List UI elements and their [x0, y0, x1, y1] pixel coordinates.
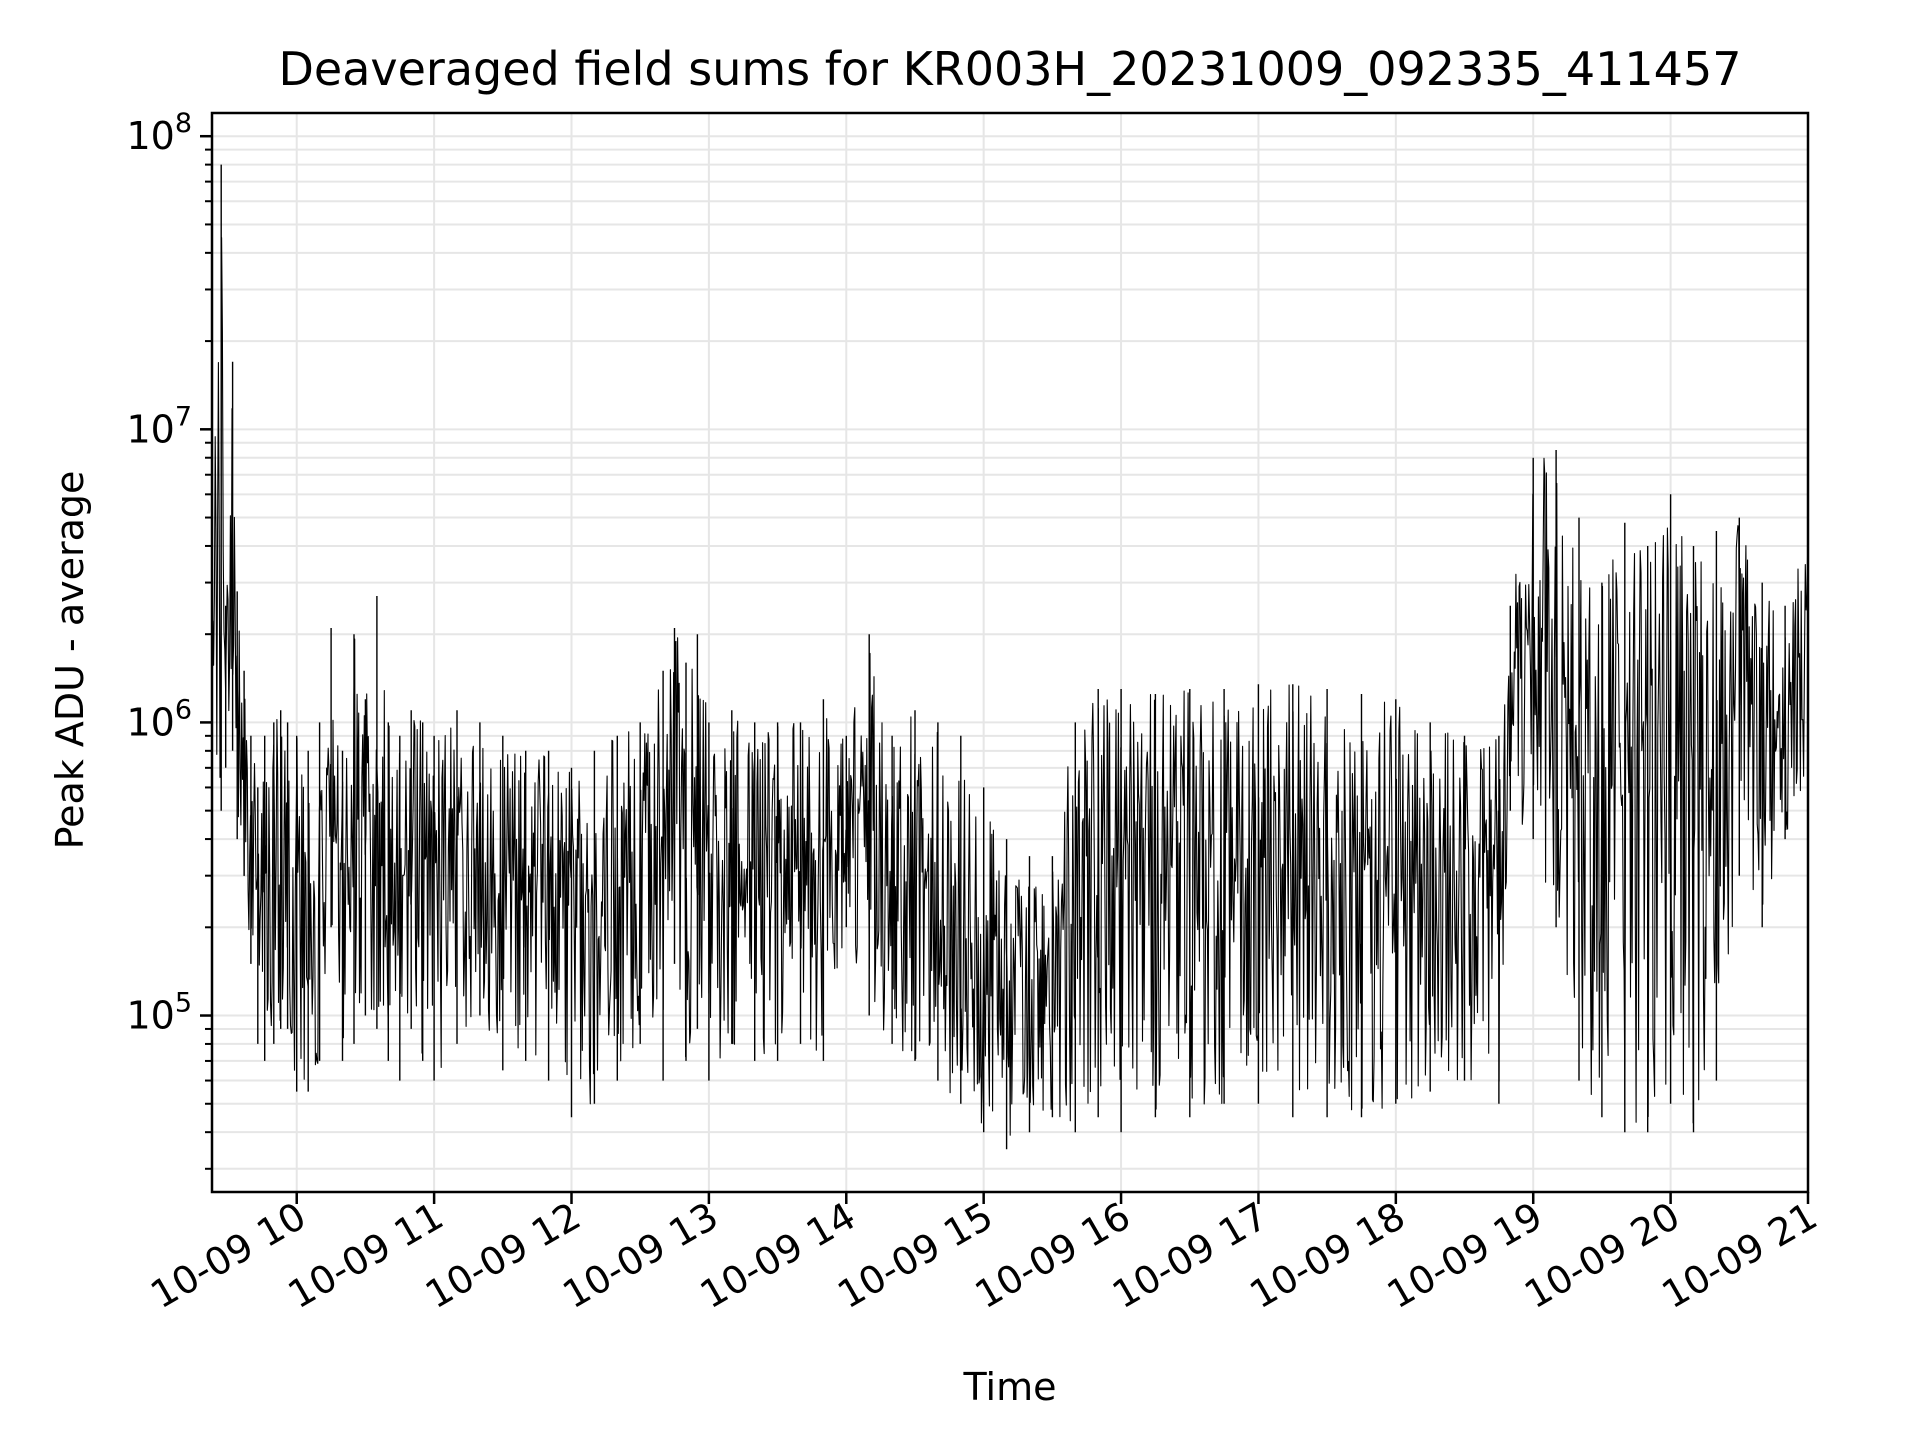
series-line — [211, 237, 1809, 1136]
x-tick-label: 10-09 18 — [1242, 1194, 1412, 1318]
y-axis-ticks: 105 106 107 108 — [126, 108, 212, 1170]
x-tick-label: 10-09 17 — [1105, 1194, 1275, 1318]
x-tick-label: 10-09 11 — [281, 1194, 451, 1318]
x-tick-label: 10-09 14 — [693, 1194, 863, 1318]
y-tick-label: 107 — [126, 401, 192, 451]
y-tick-label: 105 — [126, 988, 192, 1038]
x-axis-label: Time — [963, 1365, 1057, 1409]
x-tick-label: 10-09 20 — [1517, 1194, 1687, 1318]
x-tick-label: 10-09 10 — [143, 1194, 313, 1318]
x-tick-label: 10-09 16 — [968, 1194, 1138, 1318]
x-tick-label: 10-09 21 — [1655, 1194, 1825, 1318]
plot-frame — [210, 111, 1810, 1194]
x-tick-label: 10-09 19 — [1380, 1194, 1550, 1318]
chart-title: Deaveraged field sums for KR003H_2023100… — [278, 42, 1742, 96]
y-tick-label: 106 — [126, 694, 192, 744]
y-tick-label: 108 — [126, 108, 192, 158]
x-tick-label: 10-09 15 — [830, 1194, 1000, 1318]
x-tick-label: 10-09 12 — [418, 1194, 588, 1318]
x-tick-label: 10-09 13 — [555, 1194, 725, 1318]
data-series — [211, 164, 1809, 1150]
